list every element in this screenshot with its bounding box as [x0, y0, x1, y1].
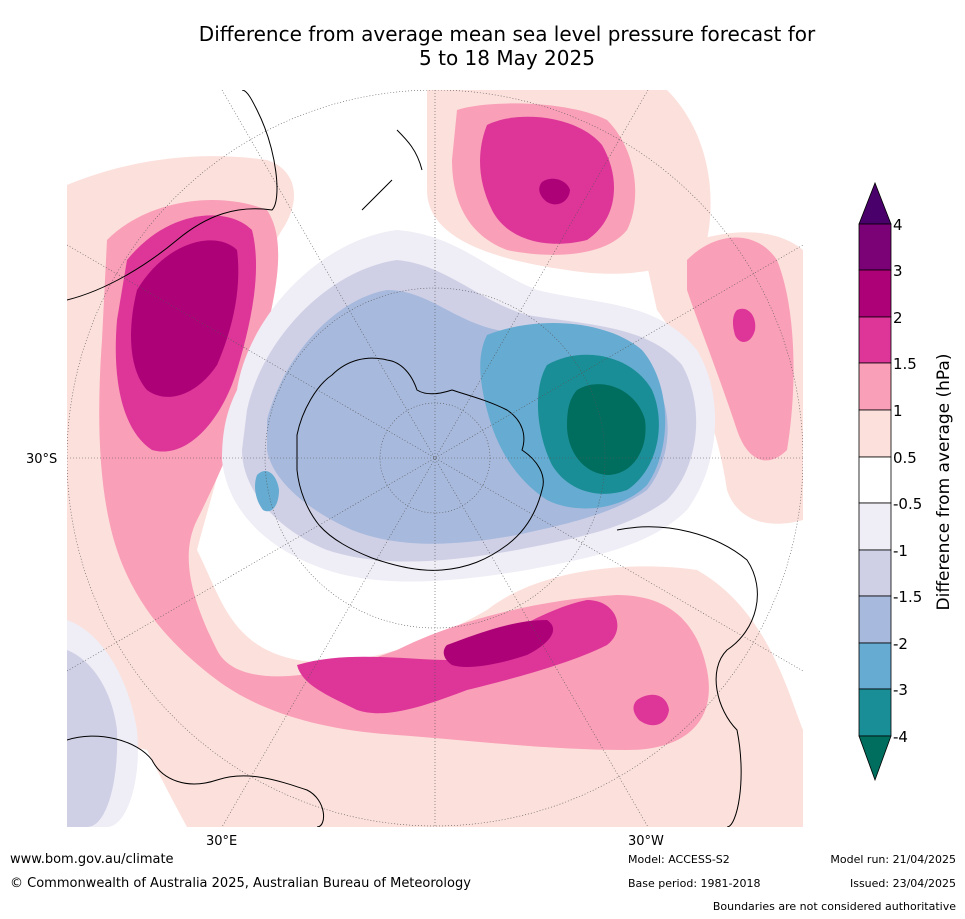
- positive-anomaly-dark-south: [443, 620, 554, 667]
- colorbar-tick-neg-3: -3: [893, 681, 908, 699]
- colorbar-bin-2-3: [858, 269, 892, 318]
- lat-label-30s: 30°S: [26, 452, 58, 467]
- colorbar-tick-neg-0.5: -0.5: [893, 495, 922, 513]
- colorbar-tick-1: 1: [893, 402, 903, 420]
- colorbar: 4 3 2 1.5 1 0.5 -0.5 -1 -1.5 -2 -3 -4: [856, 180, 956, 790]
- colorbar-bin-neg-0.5-neg-1: [858, 502, 892, 551]
- colorbar-tick-neg-1: -1: [893, 542, 908, 560]
- colorbar-bin-neg-1-neg-1.5: [858, 549, 892, 597]
- colorbar-bin-1-1.5: [858, 362, 892, 411]
- chart-title: Difference from average mean sea level p…: [0, 22, 965, 70]
- positive-anomaly-dark-west: [131, 240, 239, 397]
- colorbar-bin-neg-1.5-neg-2: [858, 595, 892, 644]
- colorbar-top-arrow: [858, 181, 892, 225]
- colorbar-tick-3: 3: [893, 262, 903, 280]
- positive-anomaly-magenta-southeast: [633, 694, 669, 726]
- colorbar-bin-neg-3-neg-4: [858, 688, 892, 737]
- negative-anomaly-southwest-corner-inner: [67, 650, 118, 827]
- new-zealand-coastline: [361, 129, 423, 211]
- continent-outlines: [67, 90, 758, 827]
- colorbar-bottom-arrow: [858, 735, 892, 782]
- footer-disclaimer: Boundaries are not considered authoritat…: [712, 900, 956, 913]
- colorbar-tick-2: 2: [893, 309, 903, 327]
- colorbar-tick-neg-4: -4: [893, 728, 908, 746]
- pressure-anomaly-map: [67, 90, 803, 827]
- lon-label-30e: 30°E: [206, 834, 238, 849]
- colorbar-bin-1.5-2: [858, 316, 892, 364]
- colorbar-title: Difference from average (hPa): [934, 353, 954, 611]
- negative-anomaly-blue-west: [255, 470, 279, 512]
- lon-label-30w: 30°W: [628, 834, 664, 849]
- south-america-coastline: [616, 526, 758, 827]
- positive-anomaly-magenta-east: [732, 308, 756, 342]
- graticule: [67, 90, 803, 827]
- footer-website: www.bom.gov.au/climate: [10, 852, 174, 867]
- footer-model: Model: ACCESS-S2: [628, 853, 730, 866]
- colorbar-tick-neg-2: -2: [893, 635, 908, 653]
- positive-anomaly-pink-east: [687, 237, 794, 461]
- africa-coastline: [67, 735, 325, 827]
- footer-model-run: Model run: 21/04/2025: [830, 853, 956, 866]
- map-svg: [67, 90, 803, 827]
- antarctica-coastline: [296, 357, 544, 571]
- colorbar-tick-1.5: 1.5: [893, 355, 917, 373]
- colorbar-tick-4: 4: [893, 216, 903, 234]
- title-line-1: Difference from average mean sea level p…: [198, 22, 816, 46]
- footer-copyright: © Commonwealth of Australia 2025, Austra…: [10, 876, 471, 891]
- footer-base-period: Base period: 1981-2018: [628, 877, 761, 890]
- title-line-2: 5 to 18 May 2025: [419, 46, 595, 70]
- colorbar-bin-0.5-1: [858, 409, 892, 458]
- colorbar-tick-neg-1.5: -1.5: [893, 588, 922, 606]
- positive-anomaly-dark-north: [539, 178, 570, 205]
- negative-anomaly-dark-teal: [567, 384, 646, 475]
- colorbar-tick-0.5: 0.5: [893, 449, 917, 467]
- colorbar-svg: 4 3 2 1.5 1 0.5 -0.5 -1 -1.5 -2 -3 -4: [858, 181, 922, 782]
- colorbar-bin-neutral: [858, 456, 892, 504]
- colorbar-bin-3-4: [858, 223, 892, 271]
- australia-coastline: [67, 90, 278, 301]
- footer-issued: Issued: 23/04/2025: [849, 877, 956, 890]
- colorbar-bin-neg-2-neg-3: [858, 642, 892, 690]
